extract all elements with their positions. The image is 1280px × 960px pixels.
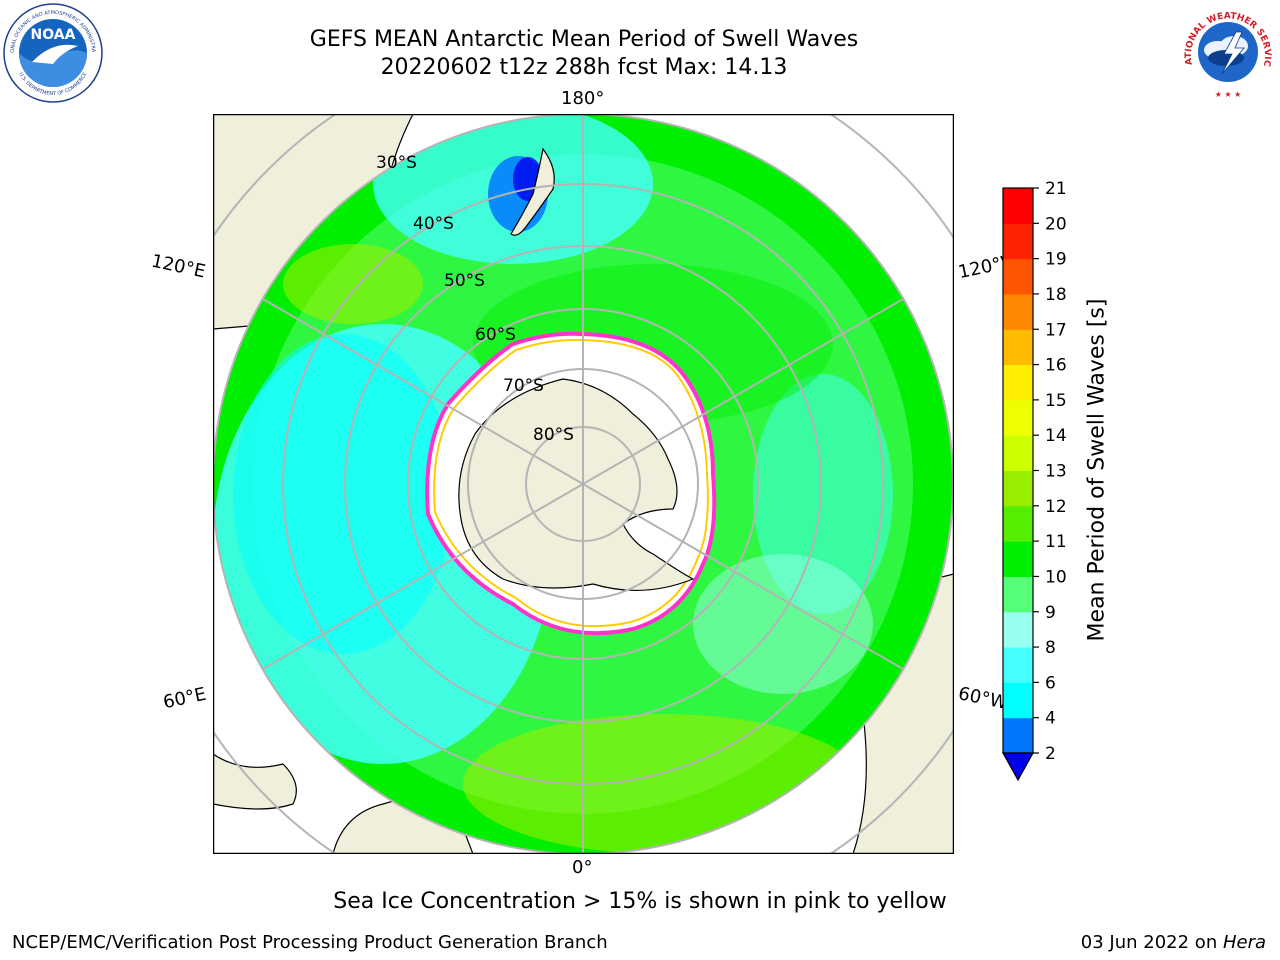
lat-label-80: 80°S <box>533 425 574 445</box>
colorbar-tick-label: 19 <box>1045 250 1067 270</box>
swell-yellowgreen-south <box>463 714 863 854</box>
credit-organization: NCEP/EMC/Verification Post Processing Pr… <box>12 932 608 953</box>
colorbar-tick-label: 6 <box>1045 673 1056 693</box>
lon-label-180: 180° <box>561 88 605 109</box>
colorbar-bin <box>1003 364 1033 401</box>
svg-text:★ ★ ★: ★ ★ ★ <box>1215 90 1242 99</box>
colorbar-bin <box>1003 399 1033 436</box>
colorbar-bin <box>1003 329 1033 366</box>
colorbar-bin <box>1003 293 1033 330</box>
lat-label-30: 30°S <box>376 153 417 173</box>
credit-date: 03 Jun 2022 on Hera <box>1080 932 1266 953</box>
colorbar-tick-label: 17 <box>1045 320 1067 340</box>
colorbar-tick-label: 4 <box>1045 709 1056 729</box>
polar-map: 30°S 40°S 50°S 60°S 70°S 80°S <box>213 114 954 854</box>
colorbar-bin <box>1003 611 1033 648</box>
colorbar-tick-label: 15 <box>1045 391 1067 411</box>
chart-subtitle: 20220602 t12z 288h fcst Max: 14.13 <box>380 55 788 80</box>
svg-text:NOAA: NOAA <box>31 27 76 43</box>
colorbar-tick-label: 20 <box>1045 214 1067 234</box>
colorbar-bin <box>1003 682 1033 719</box>
colorbar-tick-label: 2 <box>1045 744 1056 764</box>
colorbar-tick-label: 12 <box>1045 497 1067 517</box>
chart-title: GEFS MEAN Antarctic Mean Period of Swell… <box>309 27 859 52</box>
colorbar-bin <box>1003 541 1033 577</box>
colorbar-bin <box>1003 505 1033 542</box>
nws-logo: NATIONAL WEATHER SERVICE ★ ★ ★ <box>1178 2 1276 100</box>
colorbar-extend-arrow <box>1001 752 1035 782</box>
colorbar-bin <box>1003 188 1033 224</box>
land-africa-sw <box>213 753 297 810</box>
colorbar-label: Mean Period of Swell Waves [s] <box>1084 298 1110 642</box>
colorbar-tick-label: 21 <box>1045 180 1067 199</box>
colorbar-bin <box>1003 435 1033 471</box>
lon-label-60e: 60°E <box>161 683 208 714</box>
colorbar-bin <box>1003 223 1033 260</box>
colorbar-tick-label: 16 <box>1045 356 1067 376</box>
colorbar-tick-label: 18 <box>1045 285 1067 305</box>
lat-label-50: 50°S <box>444 271 485 291</box>
colorbar-bin <box>1003 258 1033 295</box>
colorbar-tick-label: 13 <box>1045 462 1067 482</box>
noaa-logo: NOAA NATIONAL OCEANIC AND ATMOSPHERIC AD… <box>2 2 103 103</box>
colorbar-tick-label: 8 <box>1045 638 1056 658</box>
lat-label-60: 60°S <box>475 325 516 345</box>
colorbar-tick-label: 10 <box>1045 567 1067 587</box>
land-antarctica <box>458 378 695 592</box>
colorbar-bin <box>1003 576 1033 613</box>
lon-label-0: 0° <box>572 857 593 878</box>
colorbar-tick-label: 11 <box>1045 532 1067 552</box>
colorbar-tick-label: 14 <box>1045 426 1067 446</box>
sea-ice-footnote: Sea Ice Concentration > 15% is shown in … <box>333 889 947 914</box>
lat-label-40: 40°S <box>413 214 454 234</box>
credit-host: Hera <box>1222 932 1266 953</box>
colorbar-tick-label: 9 <box>1045 603 1056 623</box>
lon-label-120e: 120°E <box>149 250 208 283</box>
colorbar-bin <box>1003 717 1033 754</box>
colorbar-bin <box>1003 647 1033 683</box>
colorbar: 2 4 6 8 9 10 11 12 13 14 15 16 17 18 19 20 21 <box>1001 180 1067 782</box>
lat-label-70: 70°S <box>503 376 544 396</box>
colorbar-bin <box>1003 470 1033 507</box>
